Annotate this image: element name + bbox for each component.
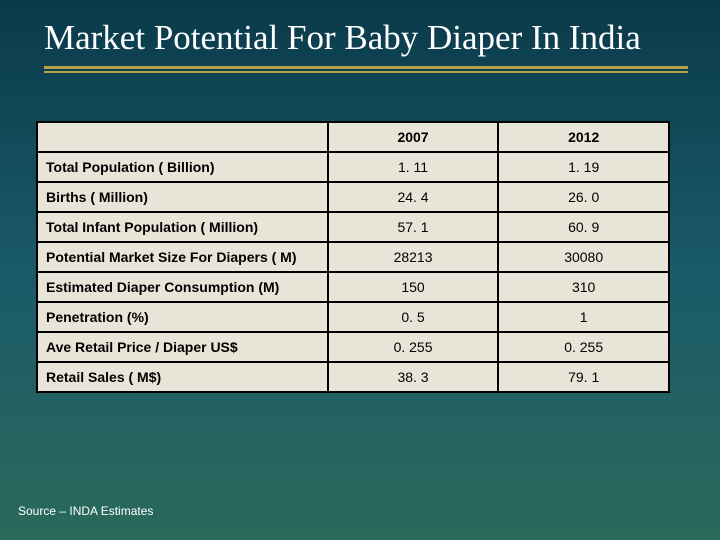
header-2012: 2012 [498,122,669,152]
cell-2007: 57. 1 [328,212,499,242]
cell-2007: 0. 255 [328,332,499,362]
slide-title: Market Potential For Baby Diaper In Indi… [44,18,688,58]
cell-2007: 150 [328,272,499,302]
table-row: Total Population ( Billion) 1. 11 1. 19 [37,152,669,182]
row-label: Retail Sales ( M$) [37,362,328,392]
cell-2007: 38. 3 [328,362,499,392]
cell-2012: 60. 9 [498,212,669,242]
header-2007: 2007 [328,122,499,152]
table-row: Retail Sales ( M$) 38. 3 79. 1 [37,362,669,392]
cell-2012: 1. 19 [498,152,669,182]
row-label: Estimated Diaper Consumption (M) [37,272,328,302]
data-table-wrap: 2007 2012 Total Population ( Billion) 1.… [36,121,670,393]
cell-2012: 79. 1 [498,362,669,392]
slide: Market Potential For Baby Diaper In Indi… [0,0,720,540]
data-table: 2007 2012 Total Population ( Billion) 1.… [36,121,670,393]
row-label: Births ( Million) [37,182,328,212]
table-header-row: 2007 2012 [37,122,669,152]
cell-2007: 24. 4 [328,182,499,212]
cell-2007: 0. 5 [328,302,499,332]
cell-2007: 28213 [328,242,499,272]
header-blank [37,122,328,152]
cell-2012: 30080 [498,242,669,272]
row-label: Potential Market Size For Diapers ( M) [37,242,328,272]
row-label: Penetration (%) [37,302,328,332]
row-label: Total Population ( Billion) [37,152,328,182]
cell-2012: 1 [498,302,669,332]
table-row: Births ( Million) 24. 4 26. 0 [37,182,669,212]
row-label: Ave Retail Price / Diaper US$ [37,332,328,362]
table-row: Estimated Diaper Consumption (M) 150 310 [37,272,669,302]
cell-2007: 1. 11 [328,152,499,182]
cell-2012: 310 [498,272,669,302]
cell-2012: 26. 0 [498,182,669,212]
row-label: Total Infant Population ( Million) [37,212,328,242]
table-row: Penetration (%) 0. 5 1 [37,302,669,332]
source-note: Source – INDA Estimates [18,504,153,518]
table-row: Potential Market Size For Diapers ( M) 2… [37,242,669,272]
cell-2012: 0. 255 [498,332,669,362]
table-row: Total Infant Population ( Million) 57. 1… [37,212,669,242]
title-underline [44,66,688,73]
table-row: Ave Retail Price / Diaper US$ 0. 255 0. … [37,332,669,362]
